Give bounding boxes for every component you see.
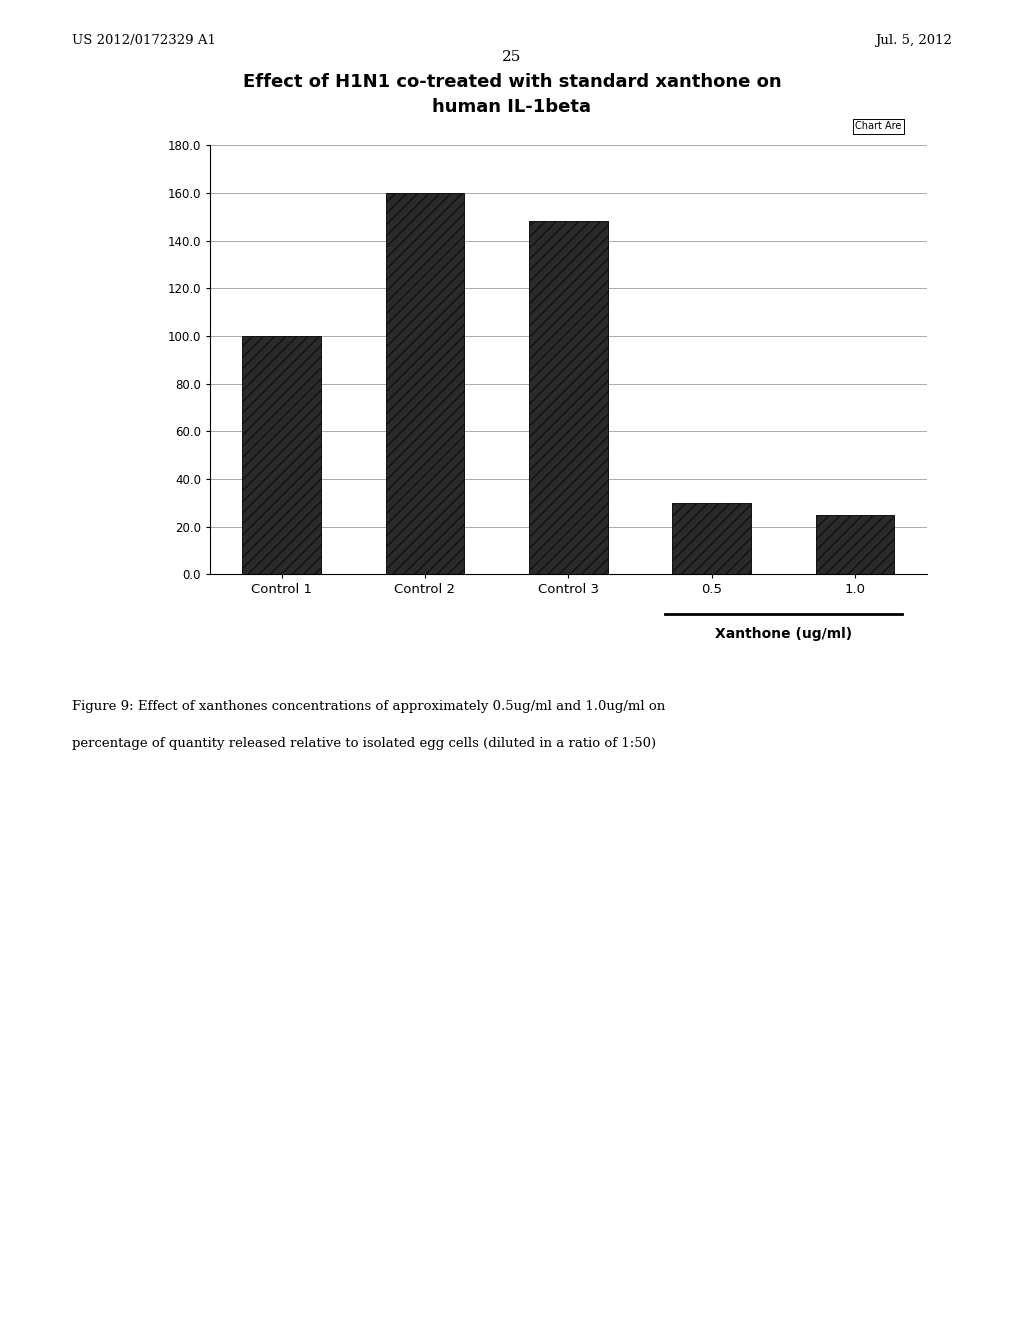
- Text: Xanthone (ug/ml): Xanthone (ug/ml): [715, 627, 852, 642]
- Bar: [815, 515, 895, 574]
- Bar: [385, 193, 464, 574]
- Text: human IL-1beta: human IL-1beta: [432, 98, 592, 116]
- Text: 25: 25: [503, 50, 521, 65]
- Text: Figure 9: Effect of xanthones concentrations of approximately 0.5ug/ml and 1.0ug: Figure 9: Effect of xanthones concentrat…: [72, 700, 665, 713]
- Text: Jul. 5, 2012: Jul. 5, 2012: [876, 34, 952, 48]
- Bar: [672, 503, 751, 574]
- Text: percentage of quantity released relative to isolated egg cells (diluted in a rat: percentage of quantity released relative…: [72, 737, 655, 750]
- Bar: [528, 222, 608, 574]
- Text: Effect of H1N1 co-treated with standard xanthone on: Effect of H1N1 co-treated with standard …: [243, 73, 781, 91]
- Text: Chart Are: Chart Are: [855, 121, 901, 132]
- Bar: [242, 335, 321, 574]
- Text: %human IL-1beta
relative to WIN 1:50: %human IL-1beta relative to WIN 1:50: [103, 289, 132, 430]
- Text: US 2012/0172329 A1: US 2012/0172329 A1: [72, 34, 216, 48]
